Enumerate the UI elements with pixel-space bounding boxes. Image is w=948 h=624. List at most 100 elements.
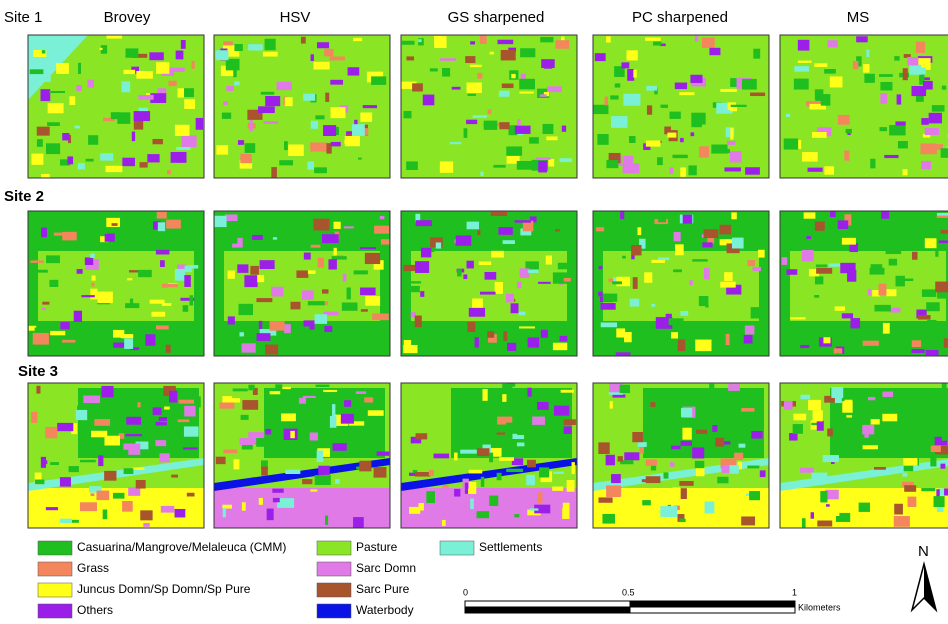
scale-tick-label: 1 — [792, 587, 797, 597]
map-patch — [883, 323, 890, 334]
map-patch — [74, 311, 82, 322]
map-patch — [57, 423, 73, 431]
map-patch — [228, 271, 235, 279]
map-patch — [90, 289, 97, 300]
map-patch — [940, 464, 945, 469]
map-patch — [944, 338, 948, 347]
map-patch — [98, 455, 103, 466]
map-patch — [661, 393, 668, 404]
map-panel — [28, 383, 204, 528]
map-patch — [322, 234, 339, 243]
map-patch — [925, 128, 939, 135]
map-patch — [234, 81, 239, 85]
map-patch — [322, 289, 328, 293]
legend-swatch — [38, 541, 72, 555]
map-patch — [83, 395, 100, 403]
map-patch — [691, 113, 705, 125]
map-panel — [780, 35, 948, 178]
map-patch — [301, 326, 310, 337]
map-patch — [271, 167, 277, 177]
map-patch — [140, 162, 148, 167]
map-patch — [519, 92, 533, 94]
map-patch — [416, 220, 432, 226]
map-patch — [800, 395, 810, 400]
map-patch — [42, 308, 46, 310]
map-patch — [30, 260, 43, 263]
map-patch — [511, 74, 515, 78]
map-patch — [69, 466, 79, 472]
map-patch — [35, 328, 49, 334]
scale-segment — [465, 601, 630, 607]
map-patch — [616, 352, 631, 355]
map-patch — [907, 57, 918, 66]
map-patch — [100, 153, 113, 160]
map-patch — [35, 480, 44, 485]
legend-swatch — [38, 583, 72, 597]
map-patch — [480, 172, 483, 176]
row-label: Site 3 — [18, 363, 58, 380]
map-patch — [572, 462, 575, 474]
map-patch — [290, 431, 295, 438]
map-patch — [605, 97, 608, 106]
map-patch — [871, 264, 883, 273]
map-patch — [46, 507, 58, 510]
map-patch — [539, 467, 549, 477]
map-patch — [248, 344, 253, 351]
map-patch — [126, 48, 139, 57]
map-patch — [606, 485, 621, 497]
map-patch — [88, 135, 98, 145]
map-patch — [127, 278, 132, 280]
map-patch — [838, 115, 850, 125]
map-patch — [730, 151, 742, 162]
map-patch — [344, 400, 351, 407]
map-patch — [794, 66, 809, 72]
map-patch — [151, 312, 165, 317]
map-patch — [842, 313, 853, 318]
map-patch — [250, 266, 259, 275]
map-patch — [261, 466, 268, 475]
map-patch — [113, 330, 124, 338]
map-patch — [671, 446, 680, 450]
map-patch — [502, 394, 506, 402]
map-patch — [150, 300, 165, 304]
map-patch — [78, 163, 85, 169]
map-patch — [897, 94, 902, 104]
map-patch — [880, 82, 892, 91]
map-patch — [526, 475, 535, 485]
map-patch — [530, 508, 538, 510]
map-patch — [166, 220, 181, 229]
map-patch — [138, 270, 152, 277]
map-patch — [480, 292, 496, 295]
map-patch — [672, 487, 680, 497]
map-patch — [41, 228, 47, 238]
map-patch — [623, 163, 640, 173]
map-patch — [540, 37, 553, 42]
map-patch — [554, 406, 569, 416]
map-patch — [937, 216, 948, 218]
map-patch — [106, 166, 123, 172]
map-panel — [593, 35, 769, 178]
map-patch — [705, 502, 715, 514]
map-patch — [743, 211, 749, 216]
map-patch — [56, 63, 69, 74]
map-patch — [358, 158, 362, 160]
map-patch — [502, 83, 514, 88]
legend-label: Grass — [77, 561, 109, 575]
map-patch — [261, 92, 274, 95]
map-patch — [942, 383, 947, 393]
map-patch — [171, 475, 178, 478]
map-patch — [138, 108, 147, 112]
map-patch — [460, 450, 477, 454]
map-patch — [869, 240, 873, 250]
map-patch — [409, 507, 420, 514]
map-patch — [284, 324, 291, 333]
map-patch — [277, 82, 292, 90]
map-patch — [265, 96, 280, 106]
map-patch — [256, 298, 272, 302]
map-patch — [536, 157, 551, 159]
map-patch — [886, 289, 896, 296]
map-patch — [817, 521, 832, 527]
map-patch — [741, 408, 754, 412]
map-patch — [527, 460, 536, 468]
map-patch — [690, 75, 702, 83]
